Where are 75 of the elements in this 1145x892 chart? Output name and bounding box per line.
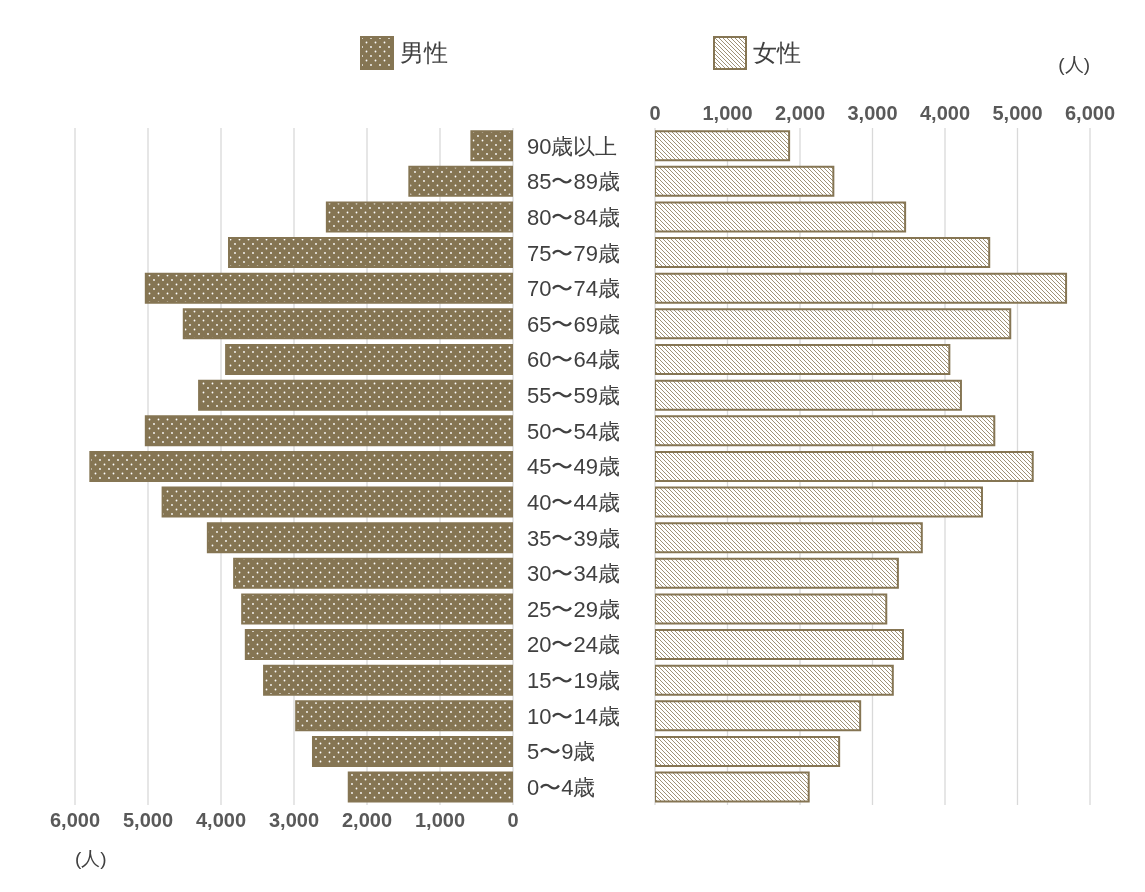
y-tick-label: 0〜4歳: [527, 774, 596, 800]
bar: [655, 557, 899, 589]
bar: [182, 308, 513, 340]
bar: [655, 593, 888, 625]
bar: [655, 308, 1012, 340]
bar: [161, 486, 513, 518]
x-tick-label: 1,000: [702, 102, 753, 124]
bar: [655, 344, 951, 375]
bar: [233, 557, 513, 589]
bar: [198, 379, 513, 411]
bar: [655, 700, 862, 732]
y-tick-label: 85〜89歳: [527, 169, 620, 195]
x-tick-label: 5,000: [992, 102, 1043, 124]
bar: [655, 272, 1068, 304]
bar: [295, 700, 513, 732]
x-tick-label: 6,000: [1064, 102, 1116, 124]
y-tick-label: 20〜24歳: [527, 632, 620, 658]
bar: [655, 201, 907, 233]
y-tick-label: 25〜29歳: [527, 596, 620, 622]
x-axis-title: (人): [75, 848, 107, 869]
bar: [655, 522, 923, 554]
bar: [655, 771, 810, 803]
bar: [655, 165, 835, 197]
bar: [655, 664, 894, 696]
bar: [655, 237, 991, 269]
x-tick-label: 0: [649, 102, 661, 124]
y-tick-label: 70〜74歳: [527, 276, 620, 302]
y-tick-label: 50〜54歳: [527, 418, 620, 444]
x-tick-label: 3,000: [268, 809, 320, 832]
y-tick-label: 75〜79歳: [527, 240, 620, 266]
y-tick-label: 55〜59歳: [527, 383, 620, 409]
bar: [470, 130, 513, 162]
y-tick-label: 40〜44歳: [527, 489, 620, 515]
bar: [144, 272, 513, 304]
bar: [206, 522, 513, 554]
bar: [347, 771, 513, 803]
y-tick-label: 5〜9歳: [527, 739, 596, 765]
x-tick-label: 6,000: [49, 809, 101, 832]
x-axis-title: (人): [1058, 54, 1090, 76]
x-tick-label: 0: [507, 809, 519, 832]
bar: [263, 664, 513, 696]
bar: [325, 201, 513, 233]
bar: [144, 415, 513, 447]
x-tick-label: 5,000: [122, 809, 174, 832]
y-tick-label: 10〜14歳: [527, 703, 620, 729]
x-tick-label: 2,000: [774, 102, 826, 124]
bar: [655, 450, 1034, 482]
x-tick-label: 1,000: [414, 809, 466, 832]
y-tick-label: 90歳以上: [527, 133, 618, 159]
bar: [225, 344, 513, 375]
bar: [228, 237, 513, 269]
legend-label: 男性: [400, 38, 448, 68]
bar: [655, 486, 983, 518]
bar: [655, 415, 996, 447]
x-tick-label: 4,000: [919, 102, 971, 124]
bar: [241, 593, 513, 625]
bar: [408, 165, 513, 197]
legend-label: 女性: [753, 38, 801, 68]
x-tick-label: 4,000: [195, 809, 247, 832]
bar: [244, 629, 513, 661]
y-tick-label: 15〜19歳: [527, 668, 620, 694]
y-tick-label: 80〜84歳: [527, 204, 620, 230]
bar: [89, 450, 513, 482]
x-tick-label: 2,000: [341, 809, 393, 832]
y-tick-label: 60〜64歳: [527, 347, 620, 373]
bar: [655, 130, 791, 162]
bar: [655, 735, 841, 767]
y-tick-label: 35〜39歳: [527, 525, 620, 551]
bar: [655, 379, 962, 411]
bar: [311, 735, 513, 767]
y-tick-label: 65〜69歳: [527, 311, 620, 337]
x-tick-label: 3,000: [847, 102, 898, 124]
y-tick-label: 30〜34歳: [527, 561, 620, 587]
y-tick-label: 45〜49歳: [527, 454, 620, 480]
bar: [655, 629, 904, 661]
